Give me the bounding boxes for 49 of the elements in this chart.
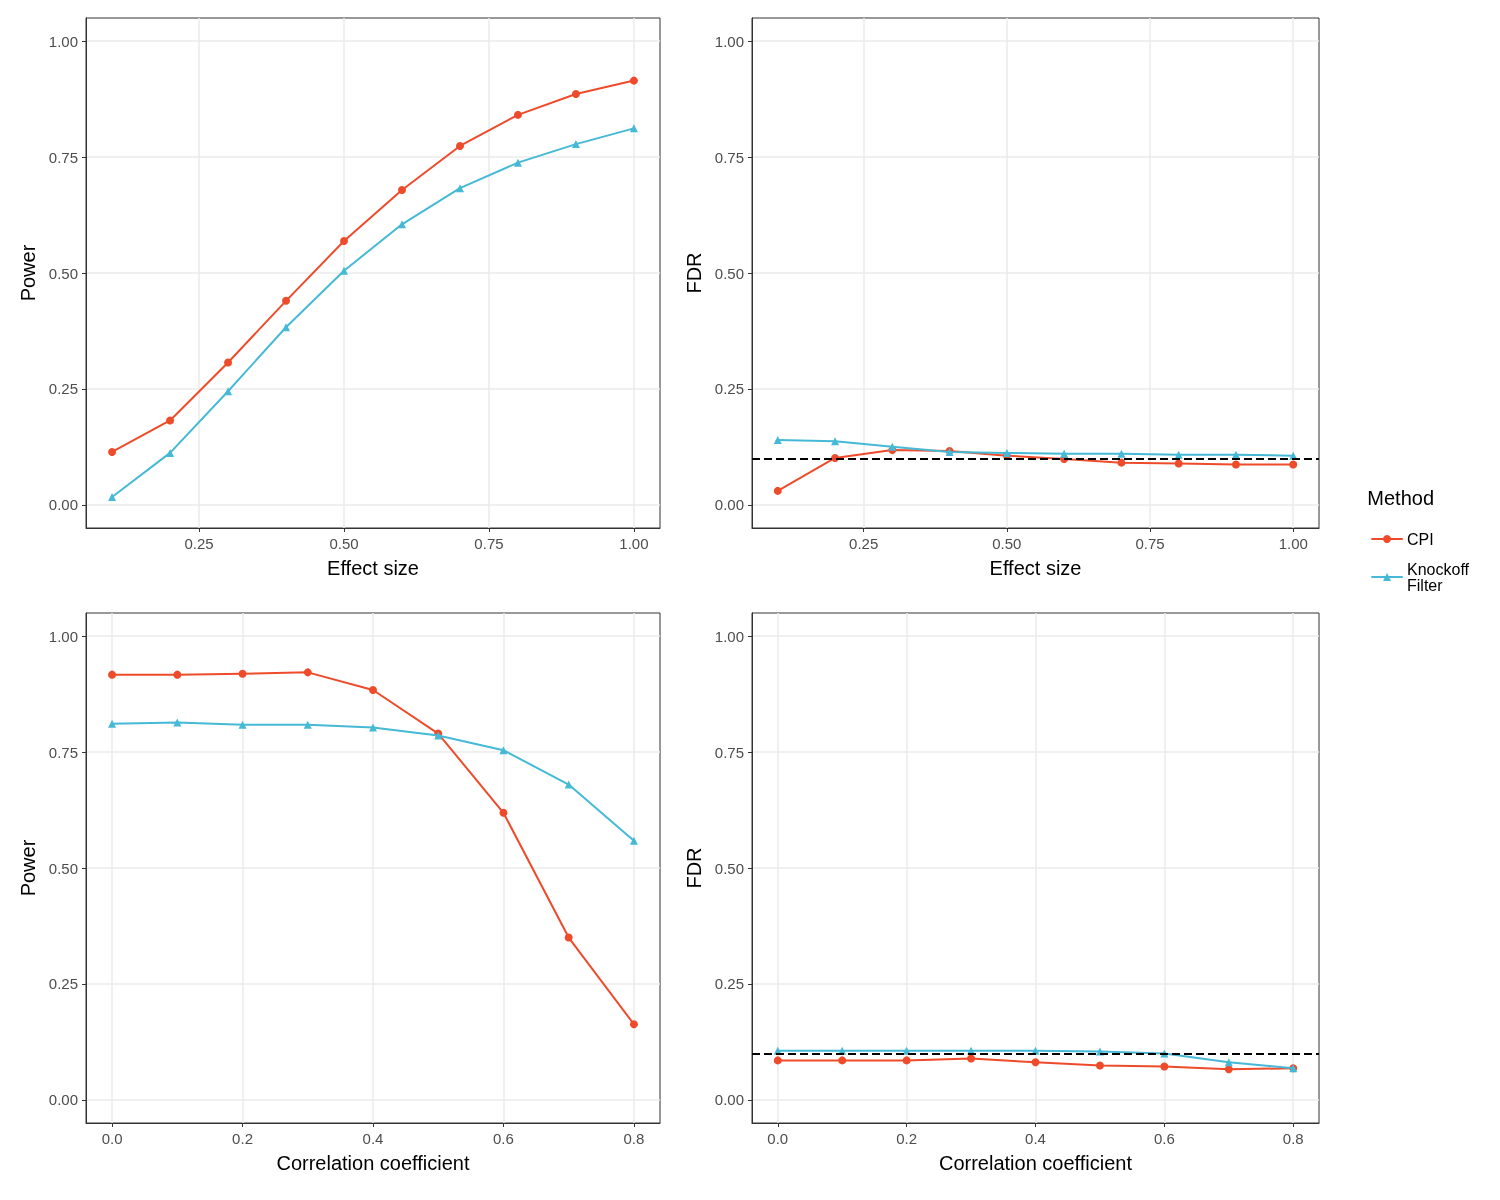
y-tick-label: 0.75	[714, 743, 744, 761]
x-tick-label: 0.25	[184, 535, 214, 552]
y-tick-label: 0.00	[48, 1091, 78, 1109]
x-tick-label: 0.6	[1153, 1130, 1175, 1147]
x-tick-label: 0.2	[232, 1130, 253, 1147]
x-axis-title: Effect size	[327, 557, 419, 579]
y-tick-label: 0.25	[714, 380, 744, 398]
x-tick-label: 0.75	[474, 535, 504, 552]
x-tick-label: 0.25	[849, 535, 879, 552]
x-tick-label: 0.0	[101, 1130, 123, 1147]
y-tick-label: 0.25	[48, 975, 78, 993]
y-tick-label: 1.00	[48, 627, 78, 645]
y-tick-label: 0.75	[48, 743, 78, 761]
y-tick-label: 0.50	[714, 264, 744, 282]
y-tick-label: 0.00	[714, 1091, 744, 1109]
x-axis-title: Effect size	[989, 557, 1082, 579]
x-tick-label: 0.2	[896, 1130, 918, 1147]
x-tick-label: 0.50	[992, 535, 1022, 552]
y-tick-label: 0.75	[714, 148, 744, 166]
y-axis-title: FDR	[682, 252, 705, 294]
y-tick-label: 0.25	[714, 975, 744, 993]
x-tick-label: 1.00	[619, 535, 649, 552]
y-axis-title: FDR	[682, 847, 705, 889]
x-tick-label: 0.8	[623, 1130, 645, 1147]
legend-label: CPI	[1407, 530, 1434, 548]
y-tick-label: 0.00	[714, 496, 744, 514]
y-tick-label: 0.50	[48, 859, 78, 877]
x-axis-title: Correlation coefficient	[276, 1152, 470, 1174]
legend-title: Method	[1367, 487, 1435, 509]
legend-label: Knockoff Filter	[1407, 560, 1470, 594]
x-tick-label: 0.4	[362, 1130, 384, 1147]
y-tick-label: 1.00	[714, 627, 744, 645]
x-tick-label: 0.75	[1135, 535, 1165, 552]
y-tick-label: 0.00	[48, 496, 78, 514]
y-axis-title: Power	[16, 244, 39, 302]
y-axis-title: Power	[16, 839, 39, 897]
x-axis-title: Correlation coefficient	[938, 1152, 1133, 1174]
y-tick-label: 1.00	[48, 32, 78, 50]
x-tick-label: 0.50	[329, 535, 359, 552]
x-tick-label: 0.0	[767, 1130, 789, 1147]
x-tick-label: 0.8	[1282, 1130, 1304, 1147]
y-tick-label: 1.00	[714, 32, 744, 50]
x-tick-label: 1.00	[1278, 535, 1308, 552]
y-tick-label: 0.75	[48, 148, 78, 166]
y-tick-label: 0.50	[714, 859, 744, 877]
y-tick-label: 0.25	[48, 380, 78, 398]
y-tick-label: 0.50	[48, 264, 78, 282]
x-tick-label: 0.4	[1025, 1130, 1046, 1147]
x-tick-label: 0.6	[493, 1130, 514, 1147]
